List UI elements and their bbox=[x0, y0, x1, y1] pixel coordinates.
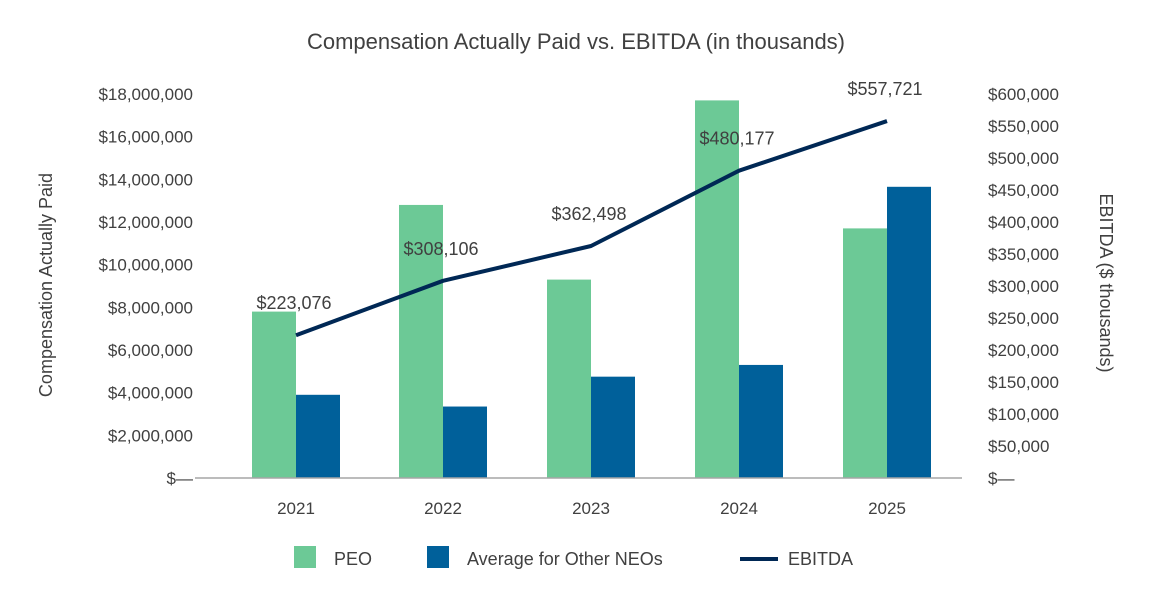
ebitda-data-label: $223,076 bbox=[256, 293, 331, 313]
x-tick-label: 2025 bbox=[868, 499, 906, 518]
right-y-tick-label: $200,000 bbox=[988, 341, 1059, 360]
x-axis: 2021 2022 2023 2024 2025 bbox=[277, 499, 906, 518]
legend: PEO Average for Other NEOs EBITDA bbox=[294, 546, 853, 569]
bar-peo-2021 bbox=[252, 311, 296, 478]
right-y-tick-label: $450,000 bbox=[988, 181, 1059, 200]
left-y-tick-label: $2,000,000 bbox=[108, 426, 193, 445]
legend-label-ebitda: EBITDA bbox=[788, 549, 853, 569]
ebitda-data-label: $557,721 bbox=[847, 79, 922, 99]
x-tick-label: 2021 bbox=[277, 499, 315, 518]
left-y-tick-label: $— bbox=[167, 469, 193, 488]
legend-swatch-peo bbox=[294, 546, 316, 568]
bars bbox=[252, 100, 931, 479]
x-tick-label: 2022 bbox=[424, 499, 462, 518]
bar-peo-2024 bbox=[695, 100, 739, 479]
left-y-tick-label: $14,000,000 bbox=[98, 170, 193, 189]
bar-other-neos-2024 bbox=[739, 364, 783, 478]
right-y-tick-label: $400,000 bbox=[988, 213, 1059, 232]
x-tick-label: 2024 bbox=[720, 499, 758, 518]
ebitda-data-label: $308,106 bbox=[403, 239, 478, 259]
right-y-tick-label: $100,000 bbox=[988, 405, 1059, 424]
left-y-tick-label: $16,000,000 bbox=[98, 128, 193, 147]
right-y-axis: $— $50,000 $100,000 $150,000 $200,000 $250,00… bbox=[988, 85, 1059, 488]
right-y-tick-label: $600,000 bbox=[988, 85, 1059, 104]
left-y-tick-label: $18,000,000 bbox=[98, 85, 193, 104]
bar-other-neos-2021 bbox=[296, 394, 340, 478]
bar-peo-2025 bbox=[843, 228, 887, 478]
right-y-tick-label: $250,000 bbox=[988, 309, 1059, 328]
bar-peo-2023 bbox=[547, 279, 591, 478]
ebitda-data-label: $362,498 bbox=[551, 204, 626, 224]
bar-peo-2022 bbox=[399, 204, 443, 478]
bar-other-neos-2025 bbox=[887, 186, 931, 479]
right-y-axis-label: EBITDA ($ thousands) bbox=[1096, 193, 1116, 372]
right-y-tick-label: $550,000 bbox=[988, 117, 1059, 136]
left-y-axis-label: Compensation Actually Paid bbox=[36, 173, 56, 397]
left-y-tick-label: $4,000,000 bbox=[108, 384, 193, 403]
right-y-tick-label: $500,000 bbox=[988, 149, 1059, 168]
left-y-axis: $— $2,000,000 $4,000,000 $6,000,000 $8,000,0… bbox=[98, 85, 193, 488]
right-y-tick-label: $350,000 bbox=[988, 245, 1059, 264]
right-y-tick-label: $— bbox=[988, 469, 1014, 488]
right-y-tick-label: $150,000 bbox=[988, 373, 1059, 392]
legend-swatch-other-neos bbox=[427, 546, 449, 568]
legend-label-other-neos: Average for Other NEOs bbox=[467, 549, 663, 569]
chart-title: Compensation Actually Paid vs. EBITDA (i… bbox=[307, 29, 845, 54]
ebitda-data-labels: $223,076 $308,106 $362,498 $480,177 $557,721 bbox=[256, 79, 922, 313]
left-y-tick-label: $10,000,000 bbox=[98, 256, 193, 275]
legend-label-peo: PEO bbox=[334, 549, 372, 569]
ebitda-line bbox=[295, 119, 888, 338]
left-y-tick-label: $12,000,000 bbox=[98, 213, 193, 232]
bar-other-neos-2022 bbox=[443, 406, 487, 478]
bar-other-neos-2023 bbox=[591, 376, 635, 478]
right-y-tick-label: $300,000 bbox=[988, 277, 1059, 296]
left-y-tick-label: $8,000,000 bbox=[108, 298, 193, 317]
left-y-tick-label: $6,000,000 bbox=[108, 341, 193, 360]
ebitda-data-label: $480,177 bbox=[699, 129, 774, 149]
right-y-tick-label: $50,000 bbox=[988, 437, 1049, 456]
x-tick-label: 2023 bbox=[572, 499, 610, 518]
